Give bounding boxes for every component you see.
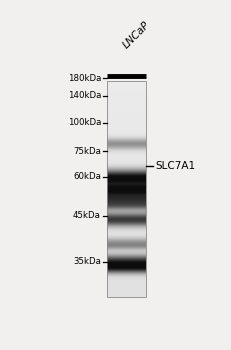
Text: SLC7A1: SLC7A1 (155, 161, 195, 171)
Text: 180kDa: 180kDa (67, 74, 100, 83)
Text: 35kDa: 35kDa (73, 257, 100, 266)
Text: 75kDa: 75kDa (73, 147, 100, 156)
Text: 60kDa: 60kDa (73, 172, 100, 181)
Text: 140kDa: 140kDa (67, 91, 100, 100)
Text: 100kDa: 100kDa (67, 118, 100, 127)
Text: LNCaP: LNCaP (121, 19, 151, 50)
Text: 45kDa: 45kDa (73, 211, 100, 220)
Bar (107, 81, 145, 297)
